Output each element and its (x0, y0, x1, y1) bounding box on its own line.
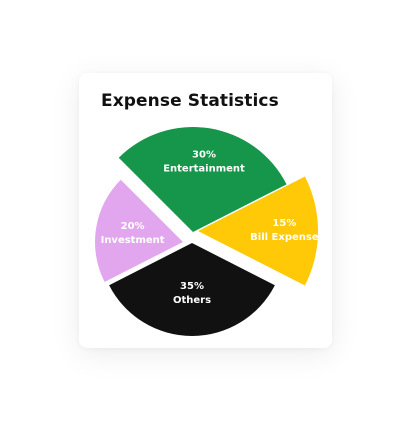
pie-slice-investment[interactable] (94, 179, 183, 282)
slice-percent-entertainment: 30% (192, 150, 216, 161)
chart-title: Expense Statistics (101, 91, 279, 111)
pie-slice-bill-expense[interactable] (198, 176, 319, 286)
slice-percent-investment: 20% (121, 221, 145, 232)
pie-slice-entertainment[interactable] (118, 126, 287, 232)
pie-slice-others[interactable] (109, 243, 275, 336)
slice-name-bill-expense: Bill Expense (250, 232, 319, 243)
slice-percent-others: 35% (180, 281, 204, 292)
slice-name-others: Others (173, 295, 211, 306)
slice-percent-bill-expense: 15% (272, 218, 296, 229)
slice-name-entertainment: Entertainment (163, 164, 245, 175)
slice-name-investment: Investment (101, 235, 165, 246)
